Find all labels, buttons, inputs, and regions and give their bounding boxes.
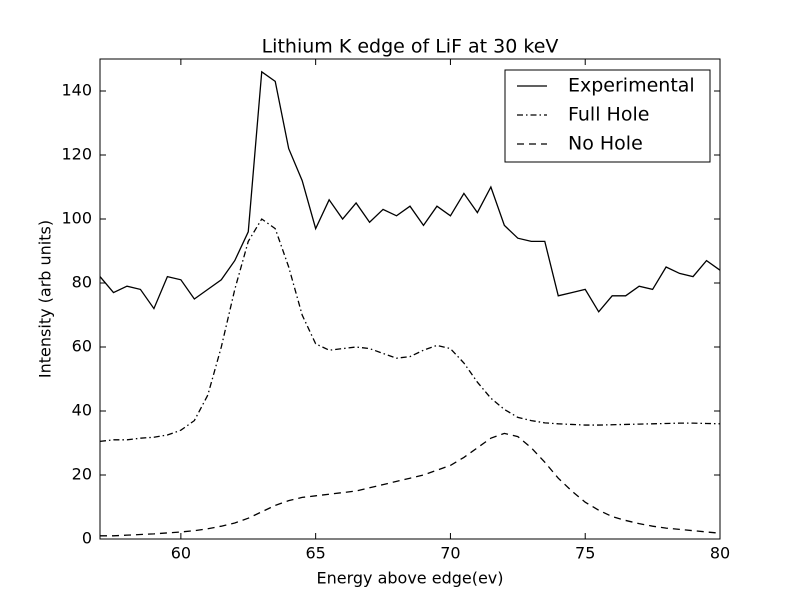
chart-title: Lithium K edge of LiF at 30 keV: [262, 36, 559, 58]
x-tick-label: 60: [171, 544, 191, 563]
x-tick-label: 65: [305, 544, 325, 563]
y-tick-label: 60: [72, 337, 92, 356]
y-tick-label: 40: [72, 401, 92, 420]
legend-label: Experimental: [568, 75, 695, 97]
x-axis-label: Energy above edge(ev): [316, 569, 503, 588]
y-tick-label: 120: [61, 145, 92, 164]
y-tick-label: 20: [72, 465, 92, 484]
series-line: [100, 432, 720, 537]
series-line: [100, 218, 720, 443]
x-tick-label: 80: [710, 544, 730, 563]
y-tick-label: 140: [61, 81, 92, 100]
x-tick-label: 70: [440, 544, 460, 563]
plot-lines: [100, 70, 720, 537]
y-tick-label: 100: [61, 209, 92, 228]
plot-frame: [99, 58, 721, 540]
x-tick-label: 75: [575, 544, 595, 563]
legend-label: No Hole: [568, 133, 643, 155]
legend-box: [504, 69, 711, 163]
legend-label: Full Hole: [568, 104, 649, 126]
series-line: [100, 70, 720, 313]
y-tick-label: 80: [72, 273, 92, 292]
y-axis-label: Intensity (arb units): [36, 220, 55, 378]
y-tick-label: 0: [82, 529, 92, 548]
